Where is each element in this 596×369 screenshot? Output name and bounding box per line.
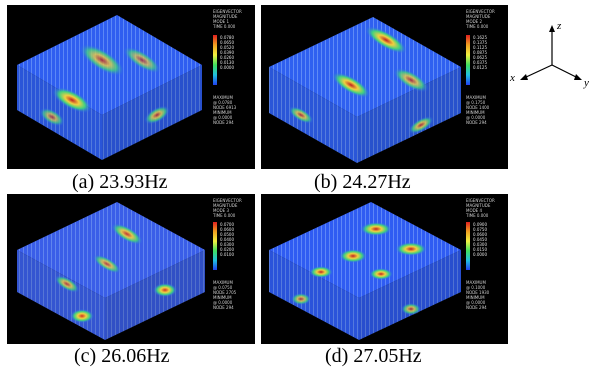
legend-line: MINIMUM <box>466 110 485 115</box>
fem-box-render <box>17 202 205 340</box>
caption-d: (d) 27.05Hz <box>325 345 422 367</box>
mode-plot-b: EIGENVECTOR MAGNITUDE MODE 2 TIME 0.000 … <box>261 5 508 169</box>
scale-tick: 0.0650 <box>220 40 234 45</box>
legend-line: EIGENVECTOR <box>213 9 242 14</box>
legend-line: TIME 0.000 <box>466 213 489 218</box>
color-scale-bar <box>466 222 470 270</box>
scale-tick: 0.0400 <box>220 237 234 242</box>
scale-tick: 0.0000 <box>473 252 487 257</box>
legend-line: MAGNITUDE <box>213 14 238 19</box>
legend-line: @ 0.0000 <box>466 115 486 120</box>
scale-tick: 0.0900 <box>473 222 487 227</box>
box-top <box>17 202 205 298</box>
box-left-face <box>17 65 102 160</box>
legend-line: @ 0.1000 <box>466 285 486 290</box>
mode-plot-d: EIGENVECTOR MAGNITUDE MODE 4 TIME 0.000 … <box>261 194 508 344</box>
box-top <box>269 17 461 117</box>
color-scale-bar <box>213 222 217 270</box>
legend-line: NODE 294 <box>213 120 234 125</box>
scale-tick: 0.0780 <box>220 35 234 40</box>
legend-line: EIGENVECTOR <box>466 9 495 14</box>
box-left-face <box>269 250 359 340</box>
scale-tick: 0.0390 <box>220 50 234 55</box>
legend-line: MAXIMUM <box>213 280 233 285</box>
legend-line: NODE 1930 <box>466 290 490 295</box>
legend-line: MAXIMUM <box>466 280 486 285</box>
box-left-face <box>269 67 357 163</box>
scale-tick: 0.0300 <box>220 242 234 247</box>
legend-line: @ 0.0750 <box>213 285 233 290</box>
legend-line: @ 0.0000 <box>213 300 233 305</box>
legend-line: NODE 294 <box>466 120 487 125</box>
color-scale-bar <box>466 35 470 85</box>
caption-c: (c) 26.06Hz <box>74 345 170 367</box>
fem-box-render <box>269 17 461 163</box>
legend-line: @ 0.0000 <box>466 300 486 305</box>
legend-line: MODE 2 <box>466 19 483 24</box>
scale-tick: 0.0300 <box>473 242 487 247</box>
legend-line: NODE 6913 <box>213 105 237 110</box>
axis-y-label: y <box>584 77 589 89</box>
mode-plot-a: EIGENVECTOR MAGNITUDE MODE 1 TIME 0.000 … <box>7 5 255 169</box>
legend-line: MAGNITUDE <box>466 14 491 19</box>
scale-tick: 0.1125 <box>473 45 487 50</box>
scale-tick: 0.1375 <box>473 40 487 45</box>
scale-tick: 0.0600 <box>220 227 234 232</box>
legend-line: MODE 3 <box>213 208 230 213</box>
legend-line: EIGENVECTOR <box>213 198 242 203</box>
legend-line: NODE 1400 <box>466 105 490 110</box>
legend-line: @ 0.1750 <box>466 100 486 105</box>
box-right-face <box>357 67 461 163</box>
color-scale-bar <box>213 35 217 85</box>
mode-plot-c: EIGENVECTOR MAGNITUDE MODE 3 TIME 0.000 … <box>7 194 255 344</box>
scale-tick: 0.0150 <box>473 247 487 252</box>
legend-line: MAGNITUDE <box>466 203 491 208</box>
axis-z-label: z <box>557 20 562 32</box>
legend-line: MAXIMUM <box>213 95 233 100</box>
scale-tick: 0.1625 <box>473 35 487 40</box>
fem-box-render <box>269 202 461 340</box>
scale-tick: 0.0500 <box>220 232 234 237</box>
fem-box-render <box>17 15 202 160</box>
legend-line: NODE 2705 <box>213 290 237 295</box>
scale-tick: 0.0130 <box>220 60 234 65</box>
scale-tick: 0.0260 <box>220 55 234 60</box>
scale-tick: 0.0625 <box>473 55 487 60</box>
axis-x-label: x <box>510 72 515 84</box>
caption-a: (a) 23.93Hz <box>72 171 168 193</box>
legend-line: TIME 0.000 <box>213 24 236 29</box>
scale-tick: 0.0125 <box>473 65 487 70</box>
legend-line: TIME 0.000 <box>213 213 236 218</box>
legend-line: MINIMUM <box>213 295 232 300</box>
legend-line: NODE 294 <box>213 305 234 310</box>
legend-line: MODE 4 <box>466 208 483 213</box>
scale-tick: 0.0375 <box>473 60 487 65</box>
legend-line: MINIMUM <box>213 110 232 115</box>
scale-tick: 0.0520 <box>220 45 234 50</box>
scale-tick: 0.0000 <box>220 65 234 70</box>
scale-tick: 0.0450 <box>473 237 487 242</box>
box-right-face <box>359 250 461 340</box>
scale-tick: 0.0700 <box>220 222 234 227</box>
legend-line: @ 0.0780 <box>213 100 233 105</box>
scale-tick: 0.0600 <box>473 232 487 237</box>
scale-tick: 0.0200 <box>220 247 234 252</box>
axes-triad: z x y <box>510 20 594 100</box>
legend-line: EIGENVECTOR <box>466 198 495 203</box>
legend-line: NODE 294 <box>466 305 487 310</box>
legend-line: MAXIMUM <box>466 95 486 100</box>
legend-line: MAGNITUDE <box>213 203 238 208</box>
caption-b: (b) 24.27Hz <box>314 171 411 193</box>
legend-line: TIME 0.000 <box>466 24 489 29</box>
scale-tick: 0.0100 <box>220 252 234 257</box>
legend-line: MODE 1 <box>213 19 230 24</box>
scale-tick: 0.0750 <box>473 227 487 232</box>
scale-tick: 0.0875 <box>473 50 487 55</box>
legend-line: MINIMUM <box>466 295 485 300</box>
legend-line: @ 0.0000 <box>213 115 233 120</box>
box-right-face <box>105 250 205 340</box>
